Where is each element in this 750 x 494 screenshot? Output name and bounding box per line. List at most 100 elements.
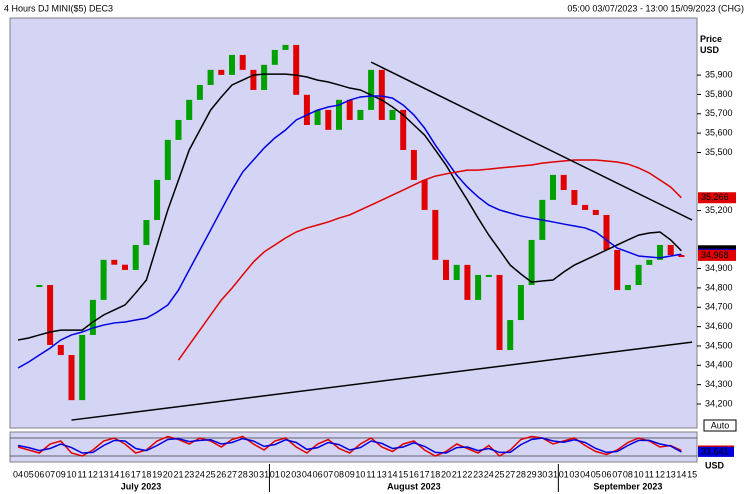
x-tick-label: 12 [88,469,98,479]
candle [186,99,193,120]
x-tick-label: 07 [323,469,333,479]
x-tick-label: 06 [601,469,611,479]
candle [325,109,332,130]
x-tick-label: 31 [259,469,269,479]
candle [89,299,96,335]
x-tick-label: 10 [66,469,76,479]
x-tick-label: 12 [655,469,665,479]
candle [122,264,128,270]
auto-label[interactable]: Auto [711,420,730,430]
x-tick-label: 28 [516,469,526,479]
candle [271,49,278,65]
price-tag [698,249,736,261]
y-tick-label: 35,500 [705,147,733,157]
candle [336,99,342,130]
candle [582,204,589,210]
candle [303,94,310,125]
candle [517,285,524,321]
price-tag-label: 35,266 [701,192,729,202]
y-tick-label: 35,800 [705,89,733,99]
candle [229,54,235,75]
y-tick-label: 34,700 [705,302,733,312]
candle [475,274,482,300]
y-tick-label: 34,500 [705,340,733,350]
x-tick-label: 20 [163,469,173,479]
x-tick-label: 09 [56,469,66,479]
x-tick-label: 14 [109,469,119,479]
x-tick-label: 03 [569,469,579,479]
candle [507,320,514,351]
x-tick-label: 08 [334,469,344,479]
oscillator-line [17,435,682,457]
candle [592,209,599,215]
candle [154,179,161,221]
candle [357,109,364,120]
x-tick-label: 28 [238,469,248,479]
x-tick-label: 11 [366,469,375,479]
x-tick-label: 01 [559,469,569,479]
x-tick-label: 01 [270,469,280,479]
x-tick-label: 18 [141,469,151,479]
trend-line [370,61,693,221]
x-tick-label: 24 [484,469,494,479]
x-tick-label: 22 [462,469,472,479]
candle [400,109,407,150]
x-tick-label: 21 [452,469,462,479]
moving-average [17,95,682,369]
candle [635,264,642,286]
auto-button[interactable] [703,419,737,432]
candle [389,109,396,120]
candle [667,244,674,256]
candle [443,259,449,280]
x-tick-label: 24 [195,469,205,479]
x-tick-label: 15 [687,469,697,479]
candle [678,255,685,258]
x-tick-label: 14 [676,469,686,479]
x-tick-label: 11 [78,469,87,479]
x-tick-label: 25 [206,469,216,479]
x-tick-label: 09 [345,469,355,479]
candle [207,69,214,85]
candle [314,109,321,125]
candle [250,69,257,90]
x-tick-label: 27 [227,469,237,479]
x-tick-label: 16 [120,469,130,479]
oscillator-tag [698,446,734,457]
x-tick-label: 04 [580,469,590,479]
x-tick-label: 07 [612,469,622,479]
x-tick-label: 07 [45,469,55,479]
x-tick-label: 23 [184,469,194,479]
trend-line [71,341,693,421]
x-tick-label: 04 [13,469,23,479]
oscillator-panel [9,431,698,463]
candle [261,64,268,90]
candle [560,174,567,191]
candle [410,149,417,180]
candle [175,119,182,140]
x-tick-label: 06 [313,469,323,479]
x-tick-label: 08 [623,469,633,479]
candle [432,209,439,260]
candle [464,264,471,300]
y-tick-label: 34,800 [705,282,733,292]
oscillator-unit: USD [705,460,725,470]
candle [239,54,246,70]
candle [111,259,118,265]
y-tick-label: 35,600 [705,128,733,138]
candle [528,239,535,286]
candle [282,44,289,50]
candle [143,220,150,245]
x-tick-label: 04 [302,469,312,479]
chart-subtitle: 05:00 03/07/2023 - 13:00 15/09/2023 (CHG… [567,3,744,13]
y-axis-label: Price USD [700,34,723,55]
x-tick-label: 03 [291,469,301,479]
y-label-box: Price USD [700,34,723,55]
x-tick-label: 13 [99,469,109,479]
candle [164,139,171,180]
candle [36,285,43,288]
x-tick-label: 20 [441,469,451,479]
x-tick-label: 26 [216,469,226,479]
x-tick-label: 16 [409,469,419,479]
x-tick-label: 06 [34,469,44,479]
